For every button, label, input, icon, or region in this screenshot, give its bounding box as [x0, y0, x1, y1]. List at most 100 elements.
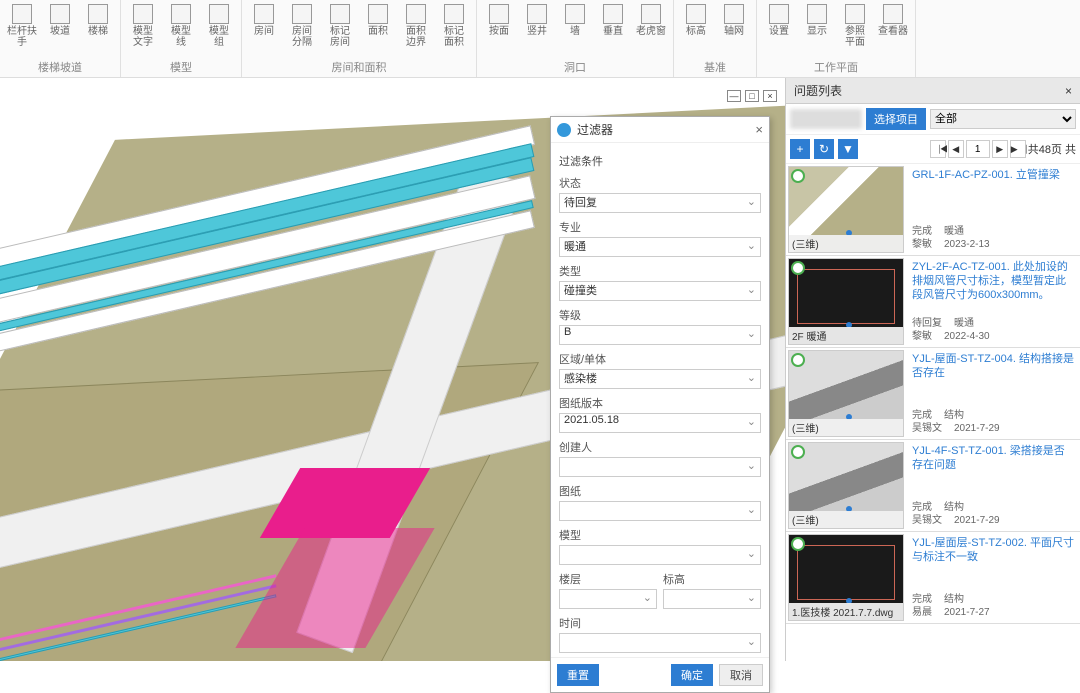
- ref-plane-button[interactable]: 参照 平面: [837, 2, 873, 56]
- cancel-button[interactable]: 取消: [719, 664, 763, 686]
- room-sep-button[interactable]: 房间 分隔: [284, 2, 320, 56]
- issue-item[interactable]: (三维)GRL-1F-AC-PZ-001. 立管撞梁完成暖通黎敏2023-2-1…: [786, 164, 1080, 256]
- issue-item[interactable]: (三维)YJL-屋面-ST-TZ-004. 结构搭接是否存在完成结构吴锡文202…: [786, 348, 1080, 440]
- dormer-icon: [641, 4, 661, 24]
- issue-thumbnail[interactable]: 1.医技楼 2021.7.7.dwg: [788, 534, 904, 621]
- issue-title[interactable]: YJL-屋面层-ST-TZ-002. 平面尺寸与标注不一致: [912, 536, 1074, 564]
- tag-room-icon: [330, 4, 350, 24]
- grade-select[interactable]: B: [559, 325, 761, 345]
- issue-list-panel: 问题列表 × 选择项目 全部 + ↻ ▼ ⎹◀ ◀ ▶ ▶⎹ 共48页 共 (三…: [785, 78, 1080, 661]
- issue-item[interactable]: (三维)YJL-4F-ST-TZ-001. 梁搭接是否存在问题完成结构吴锡文20…: [786, 440, 1080, 532]
- grid-button[interactable]: 轴网: [716, 2, 752, 56]
- filter-dialog: 过滤器 × 过滤条件 状态 待回复 专业 暖通 类型 碰撞类 等级 B 区域/单…: [550, 116, 770, 693]
- set-button[interactable]: 设置: [761, 2, 797, 56]
- viewer-button[interactable]: 查看器: [875, 2, 911, 56]
- issue-thumbnail[interactable]: (三维): [788, 350, 904, 437]
- status-badge-icon: [791, 261, 805, 275]
- issue-info: GRL-1F-AC-PZ-001. 立管撞梁完成暖通黎敏2023-2-13: [906, 164, 1080, 255]
- room-sep-icon: [292, 4, 312, 24]
- ok-button[interactable]: 确定: [671, 664, 713, 686]
- last-page-button[interactable]: ▶⎹: [1010, 140, 1026, 158]
- model-line-button[interactable]: 模型 线: [163, 2, 199, 56]
- thumbnail-caption: (三维): [789, 419, 903, 436]
- discipline-select[interactable]: 暖通: [559, 237, 761, 257]
- ramp-icon: [50, 4, 70, 24]
- first-page-button[interactable]: ⎹◀: [930, 140, 946, 158]
- next-page-button[interactable]: ▶: [992, 140, 1008, 158]
- issue-thumbnail[interactable]: (三维): [788, 442, 904, 529]
- minimize-icon[interactable]: —: [727, 90, 741, 102]
- railing-icon: [12, 4, 32, 24]
- show-icon: [807, 4, 827, 24]
- issue-item[interactable]: 1.医技楼 2021.7.7.dwg YJL-屋面层-ST-TZ-002. 平面尺…: [786, 532, 1080, 624]
- ramp-button[interactable]: 坡道: [42, 2, 78, 56]
- vertical-button[interactable]: 垂直: [595, 2, 631, 56]
- floor-select[interactable]: [559, 589, 657, 609]
- zone-select[interactable]: 感染楼: [559, 369, 761, 389]
- model-select[interactable]: [559, 545, 761, 565]
- creator-select[interactable]: [559, 457, 761, 477]
- show-button[interactable]: 显示: [799, 2, 835, 56]
- shaft-icon: [527, 4, 547, 24]
- tag-area-button[interactable]: 标记 面积: [436, 2, 472, 56]
- model-group-button[interactable]: 模型 组: [201, 2, 237, 56]
- issue-list: (三维)GRL-1F-AC-PZ-001. 立管撞梁完成暖通黎敏2023-2-1…: [786, 164, 1080, 661]
- status-badge-icon: [791, 445, 805, 459]
- panel-title: 问题列表: [794, 82, 842, 99]
- model-text-icon: [133, 4, 153, 24]
- room-button[interactable]: 房间: [246, 2, 282, 56]
- prev-page-button[interactable]: ◀: [948, 140, 964, 158]
- vertical-icon: [603, 4, 623, 24]
- time-select[interactable]: [559, 633, 761, 653]
- model-label: 模型: [559, 527, 761, 543]
- type-label: 类型: [559, 263, 761, 279]
- close-icon[interactable]: ×: [1065, 84, 1072, 98]
- ribbon-label: 设置: [769, 26, 789, 37]
- panel-toolbar: 选择项目 全部: [786, 104, 1080, 135]
- issue-thumbnail[interactable]: 2F 暖通: [788, 258, 904, 345]
- area-icon: [368, 4, 388, 24]
- area-button[interactable]: 面积: [360, 2, 396, 56]
- ribbon-label: 轴网: [724, 26, 744, 37]
- issue-title[interactable]: GRL-1F-AC-PZ-001. 立管撞梁: [912, 168, 1074, 182]
- filter-button[interactable]: ▼: [838, 139, 858, 159]
- add-button[interactable]: +: [790, 139, 810, 159]
- issue-title[interactable]: YJL-4F-ST-TZ-001. 梁搭接是否存在问题: [912, 444, 1074, 472]
- close-icon[interactable]: ×: [755, 122, 763, 137]
- model-text-button[interactable]: 模型 文字: [125, 2, 161, 56]
- ribbon-label: 参照 平面: [839, 26, 871, 48]
- issue-item[interactable]: 2F 暖通ZYL-2F-AC-TZ-001. 此处加设的排烟风管尺寸标注，模型暂…: [786, 256, 1080, 348]
- type-select[interactable]: 碰撞类: [559, 281, 761, 301]
- stair-button[interactable]: 楼梯: [80, 2, 116, 56]
- area-bd-button[interactable]: 面积 边界: [398, 2, 434, 56]
- reset-button[interactable]: 重置: [557, 664, 599, 686]
- tag-room-button[interactable]: 标记 房间: [322, 2, 358, 56]
- railing-button[interactable]: 栏杆扶手: [4, 2, 40, 56]
- dialog-titlebar[interactable]: 过滤器 ×: [551, 117, 769, 143]
- issue-title[interactable]: ZYL-2F-AC-TZ-001. 此处加设的排烟风管尺寸标注，模型暂定此段风管…: [912, 260, 1074, 302]
- issue-title[interactable]: YJL-屋面-ST-TZ-004. 结构搭接是否存在: [912, 352, 1074, 380]
- filter-all-select[interactable]: 全部: [930, 109, 1076, 129]
- discipline-label: 专业: [559, 219, 761, 235]
- shaft-button[interactable]: 竖井: [519, 2, 555, 56]
- wall-op-button[interactable]: 墙: [557, 2, 593, 56]
- page-info: 共48页 共: [1028, 141, 1076, 157]
- maximize-icon[interactable]: □: [745, 90, 759, 102]
- area-bd-icon: [406, 4, 426, 24]
- elevation-select[interactable]: [663, 589, 761, 609]
- by-face-button[interactable]: 按面: [481, 2, 517, 56]
- ribbon-label: 显示: [807, 26, 827, 37]
- drawing-select[interactable]: [559, 501, 761, 521]
- level-button[interactable]: 标高: [678, 2, 714, 56]
- page-input[interactable]: [966, 140, 990, 158]
- refresh-button[interactable]: ↻: [814, 139, 834, 159]
- dormer-button[interactable]: 老虎窗: [633, 2, 669, 56]
- panel-header[interactable]: 问题列表 ×: [786, 78, 1080, 104]
- drawing-version-select[interactable]: 2021.05.18: [559, 413, 761, 433]
- select-project-tab[interactable]: 选择项目: [866, 108, 926, 130]
- time-label: 时间: [559, 615, 761, 631]
- issue-thumbnail[interactable]: (三维): [788, 166, 904, 253]
- by-face-icon: [489, 4, 509, 24]
- status-select[interactable]: 待回复: [559, 193, 761, 213]
- close-icon[interactable]: ×: [763, 90, 777, 102]
